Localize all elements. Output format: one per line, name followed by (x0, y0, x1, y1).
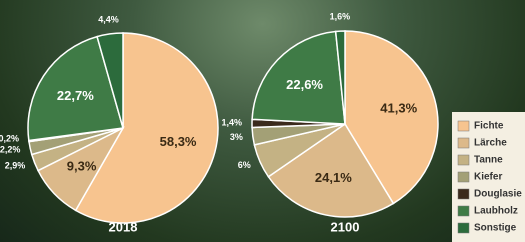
legend-swatch (458, 223, 469, 233)
legend-label: Tanne (474, 155, 503, 166)
value-label: 22,6% (286, 77, 323, 92)
value-label: 4,4% (98, 14, 119, 24)
value-label: 41,3% (380, 100, 417, 115)
value-label: 58,3% (160, 134, 197, 149)
value-label: 22,7% (57, 88, 94, 103)
value-label: 24,1% (315, 170, 352, 185)
legend-label: Sonstige (474, 223, 517, 234)
value-label: 6% (238, 160, 251, 170)
legend-label: Douglasie (474, 189, 522, 200)
value-label: 9,3% (67, 159, 97, 174)
legend-swatch (458, 206, 469, 216)
legend-swatch (458, 138, 469, 148)
legend-label: Lärche (474, 138, 507, 149)
screenshot: 58,3% 9,3% 22,7% 2,9% 2,2%0,2% 4,4% 2018 41,3% 2… (0, 0, 525, 242)
legend-swatch (458, 172, 469, 182)
legend-label: Laubholz (474, 206, 518, 217)
legend-label: Kiefer (474, 172, 502, 183)
value-label: 0,2% (0, 134, 19, 144)
legend-label: Fichte (474, 121, 504, 132)
legend-swatch (458, 155, 469, 165)
chart: 58,3% 9,3% 22,7% 2,9% 2,2%0,2% 4,4% 2018 41,3% 2… (0, 0, 525, 242)
value-label: 1,4% (221, 118, 242, 128)
value-label: 1,6% (330, 12, 351, 22)
pie-title: 2100 (331, 219, 360, 234)
legend-swatch (458, 189, 469, 199)
legend-swatch (458, 121, 469, 131)
value-label: 2,9% (5, 161, 26, 171)
value-label: 3% (230, 132, 243, 142)
pie-title: 2018 (109, 219, 138, 234)
value-label: 2,2% (0, 145, 20, 155)
